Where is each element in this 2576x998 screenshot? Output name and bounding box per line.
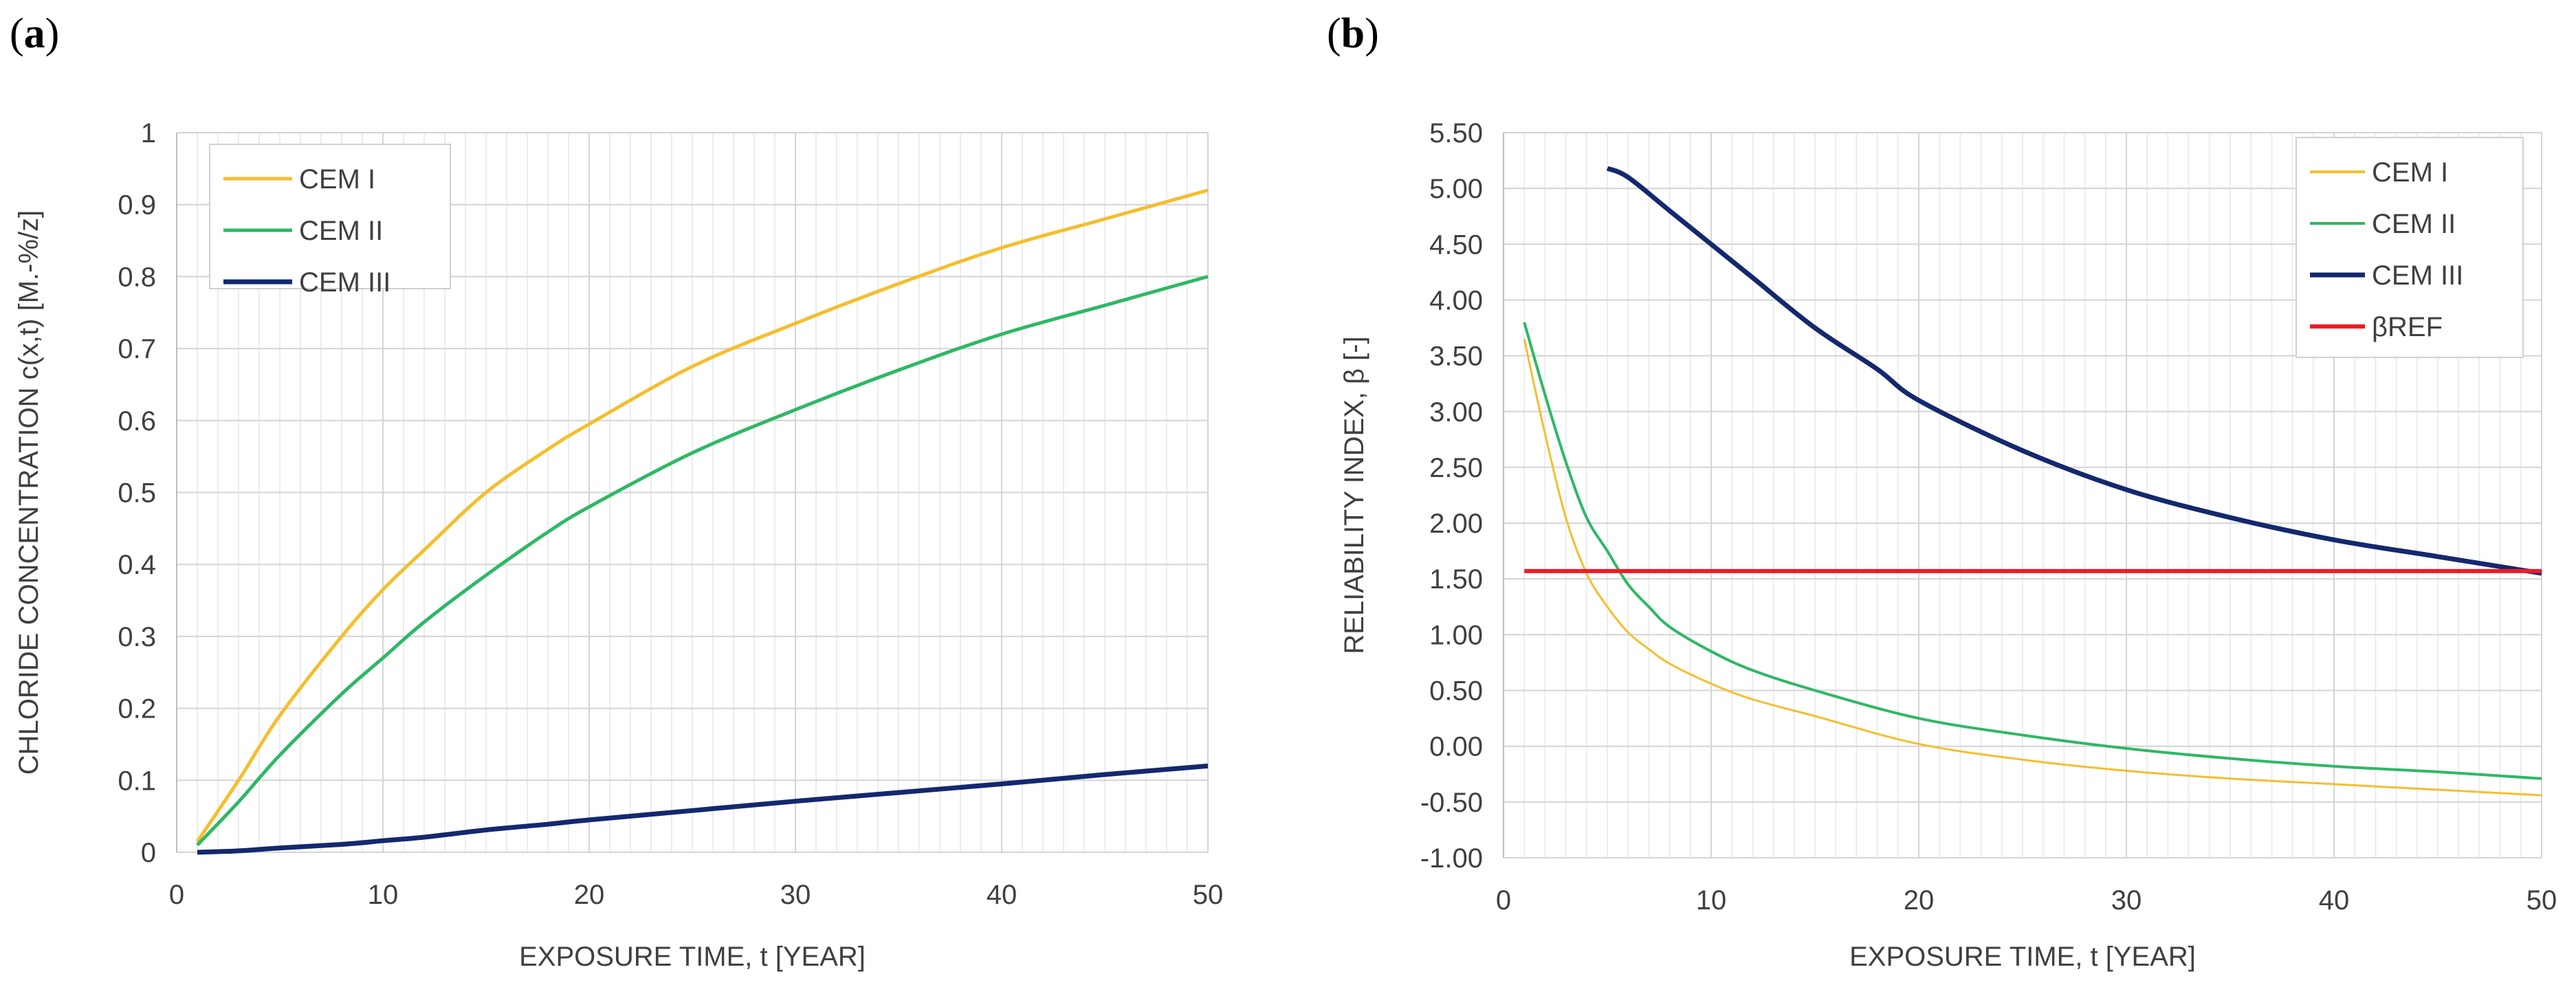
y-tick-label: 5.50: [1429, 118, 1483, 148]
legend-label: βREF: [2372, 312, 2443, 342]
x-tick-label: 0: [169, 880, 184, 910]
y-tick-label: 0.5: [118, 478, 156, 509]
x-tick-label: 30: [780, 880, 811, 910]
y-tick-label: 4.00: [1429, 285, 1483, 315]
y-tick-label: 3.00: [1429, 397, 1483, 428]
x-tick-label: 40: [2319, 885, 2350, 916]
y-tick-label: 5.00: [1429, 174, 1483, 204]
legend-label: CEM I: [299, 164, 375, 195]
series-line-cem-iii: [1606, 166, 2542, 576]
legend-label: CEM III: [2372, 260, 2463, 291]
legend-box: [209, 144, 451, 289]
y-tick-label: 0.8: [118, 262, 156, 292]
y-tick-label: 0.00: [1429, 732, 1483, 762]
chart-a: 00.10.20.30.40.50.60.70.80.910 10 20 30 40 50…: [14, 118, 1223, 972]
y-tick-label: -0.50: [1420, 788, 1483, 818]
y-tick-label: 0.50: [1429, 676, 1483, 707]
panel-label-b: (b): [1327, 10, 1379, 57]
legend-box: [2296, 137, 2524, 358]
y-tick-label: 0: [141, 838, 156, 868]
x-tick-label: 40: [987, 880, 1017, 910]
y-tick-label: 4.50: [1429, 230, 1483, 260]
x-axis-title: EXPOSURE TIME, t [YEAR]: [519, 942, 866, 972]
series-line-cem-i: [195, 188, 1209, 843]
y-tick-label: 0.1: [118, 766, 156, 796]
panel-label-a: (a): [10, 10, 60, 57]
series-line-cem-iii: [197, 763, 1209, 855]
chart-b: -1.00 -0.50 0.00 0.50 1.00 1.50 2.00 2.50 3.00 3.…: [1339, 118, 2557, 972]
x-tick-label: 10: [368, 880, 399, 910]
legend-label: CEM I: [2372, 157, 2448, 188]
y-tick-label: 1.50: [1429, 564, 1483, 595]
x-tick-label: 20: [574, 880, 605, 910]
series-line-cem-ii: [196, 274, 1209, 847]
x-tick-label: 50: [1193, 880, 1224, 910]
y-tick-label: 3.50: [1429, 342, 1483, 372]
y-tick-label: 0.7: [118, 334, 156, 364]
x-tick-label: 50: [2527, 885, 2557, 916]
y-axis-title: CHLORIDE CONCENTRATION c(x,t) [M.-%/z]: [14, 210, 44, 775]
legend-label: CEM III: [299, 267, 390, 298]
series-line-cem-i: [1523, 338, 2542, 797]
x-tick-label: 20: [1904, 885, 1935, 916]
y-tick-label: -1.00: [1420, 843, 1483, 874]
x-tick-label: 10: [1696, 885, 1727, 916]
y-tick-label: 0.9: [118, 190, 156, 221]
y-axis-title: RELIABILITY INDEX, β [-]: [1339, 336, 1369, 654]
x-axis-title: EXPOSURE TIME, t [YEAR]: [1849, 942, 2196, 972]
legend-a: CEM I CEM II CEM III: [209, 144, 451, 298]
y-tick-label: 0.3: [118, 622, 156, 652]
legend-label: CEM II: [299, 216, 383, 246]
x-tick-label: 0: [1496, 885, 1511, 916]
y-tick-label: 0.6: [118, 406, 156, 436]
y-tick-label: 1.00: [1429, 620, 1483, 650]
legend-label: CEM II: [2372, 209, 2456, 239]
x-tick-label: 30: [2111, 885, 2142, 916]
y-tick-label: 0.2: [118, 694, 156, 724]
series-line-cem-ii: [1523, 322, 2542, 780]
legend-b: CEM I CEM II CEM III βREF: [2296, 137, 2524, 358]
y-tick-label: 1: [141, 118, 156, 148]
y-tick-label: 2.00: [1429, 509, 1483, 539]
y-tick-label: 0.4: [118, 550, 156, 580]
y-tick-label: 2.50: [1429, 453, 1483, 483]
